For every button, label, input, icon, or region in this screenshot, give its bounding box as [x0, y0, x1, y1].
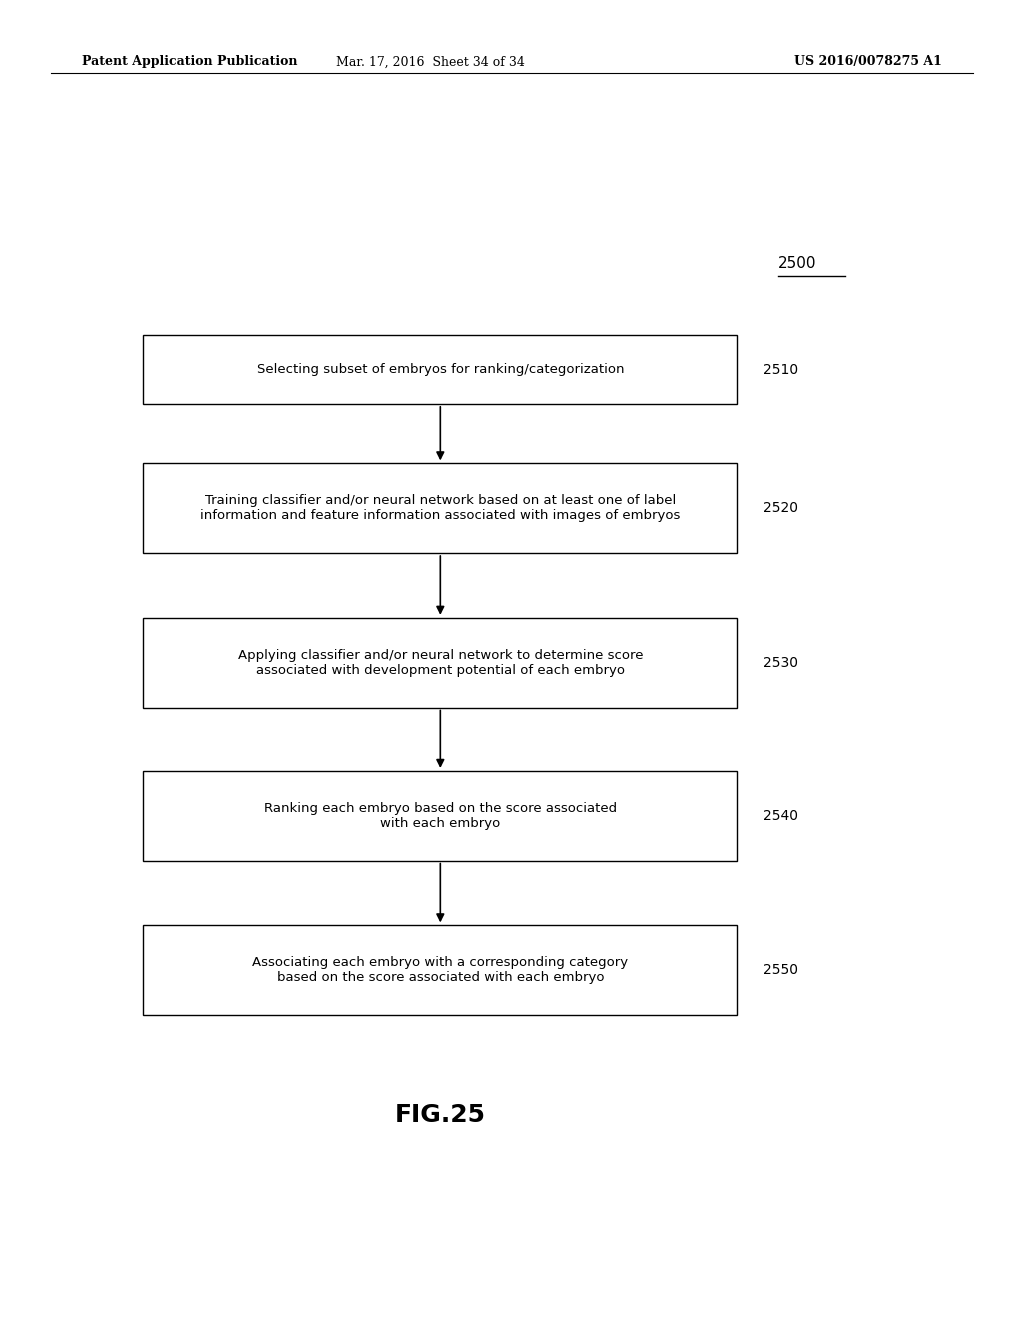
Bar [143, 925, 737, 1015]
Text: FIG.25: FIG.25 [395, 1104, 485, 1127]
Text: Training classifier and/or neural network based on at least one of label
informa: Training classifier and/or neural networ… [200, 494, 681, 523]
Text: 2520: 2520 [763, 502, 798, 515]
Text: Mar. 17, 2016  Sheet 34 of 34: Mar. 17, 2016 Sheet 34 of 34 [336, 55, 524, 69]
Text: Applying classifier and/or neural network to determine score
associated with dev: Applying classifier and/or neural networ… [238, 648, 643, 677]
Text: Ranking each embryo based on the score associated
with each embryo: Ranking each embryo based on the score a… [264, 801, 616, 830]
Text: 2510: 2510 [763, 363, 798, 376]
Text: US 2016/0078275 A1: US 2016/0078275 A1 [795, 55, 942, 69]
Text: 2540: 2540 [763, 809, 798, 822]
Text: Patent Application Publication: Patent Application Publication [82, 55, 297, 69]
Text: 2530: 2530 [763, 656, 798, 669]
Bar [143, 771, 737, 861]
Text: 2550: 2550 [763, 964, 798, 977]
Text: 2500: 2500 [778, 256, 817, 271]
Text: Associating each embryo with a corresponding category
based on the score associa: Associating each embryo with a correspon… [252, 956, 629, 985]
Bar [143, 618, 737, 708]
Bar [143, 335, 737, 404]
Text: Selecting subset of embryos for ranking/categorization: Selecting subset of embryos for ranking/… [257, 363, 624, 376]
Bar [143, 463, 737, 553]
